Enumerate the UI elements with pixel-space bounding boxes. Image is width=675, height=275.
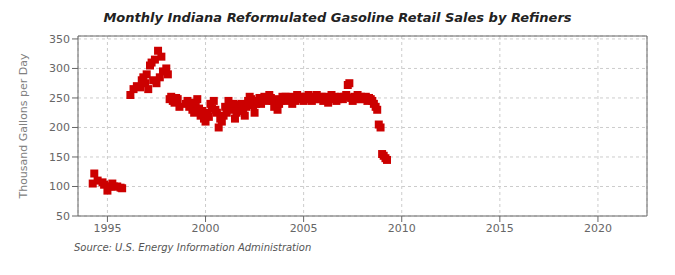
svg-text:250: 250 [49,92,70,105]
svg-text:100: 100 [49,180,70,193]
svg-text:150: 150 [49,151,70,164]
svg-text:2020: 2020 [584,222,612,235]
svg-text:2015: 2015 [486,222,514,235]
html-text:Source: U.S. Energy Informatio: Source: U.S. Energy Information Administ… [74,242,312,253]
svg-text:200: 200 [49,121,70,134]
svg-text:2010: 2010 [388,222,416,235]
svg-text:2005: 2005 [290,222,318,235]
svg-text:350: 350 [49,33,70,46]
svg-text:300: 300 [49,62,70,75]
svg-text:1995: 1995 [93,222,121,235]
svg-text:Thousand Gallons per Day: Thousand Gallons per Day [17,53,30,200]
svg-text:50: 50 [56,210,70,223]
html-text:Monthly Indiana Reformulated G: Monthly Indiana Reformulated Gasoline Re… [103,10,572,25]
svg-text:2000: 2000 [192,222,220,235]
